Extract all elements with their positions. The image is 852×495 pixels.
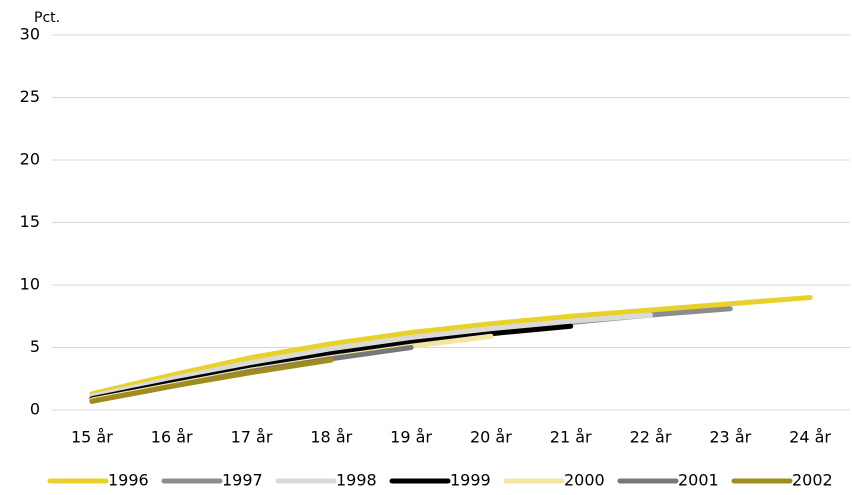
line xyxy=(89,312,653,399)
x-tick-label: 21 år xyxy=(550,428,592,447)
legend-label: 1997 xyxy=(222,471,263,490)
legend-label: 2000 xyxy=(564,471,605,490)
y-axis-label: Pct. xyxy=(34,10,60,26)
x-tick-label: 23 år xyxy=(709,428,751,447)
y-tick-label: 20 xyxy=(20,150,40,169)
x-tick-label: 20 år xyxy=(470,428,512,447)
y-tick-label: 5 xyxy=(30,337,40,356)
line xyxy=(89,357,334,404)
y-tick-label: 25 xyxy=(20,87,40,106)
x-tick-label: 24 år xyxy=(789,428,831,447)
legend-label: 1998 xyxy=(336,471,377,490)
x-tick-label: 15 år xyxy=(71,428,113,447)
y-tick-label: 30 xyxy=(20,25,40,44)
legend-label: 1996 xyxy=(108,471,149,490)
legend-label: 1999 xyxy=(450,471,491,490)
x-tick-label: 22 år xyxy=(630,428,672,447)
x-tick-label: 17 år xyxy=(231,428,273,447)
y-tick-label: 15 xyxy=(20,212,40,231)
line xyxy=(89,295,813,397)
legend-label: 2002 xyxy=(792,471,833,490)
legend-label: 2001 xyxy=(678,471,719,490)
x-tick-label: 16 år xyxy=(151,428,193,447)
y-tick-label: 10 xyxy=(20,275,40,294)
y-tick-label: 0 xyxy=(30,400,40,419)
x-tick-label: 18 år xyxy=(310,428,352,447)
x-tick-label: 19 år xyxy=(390,428,432,447)
